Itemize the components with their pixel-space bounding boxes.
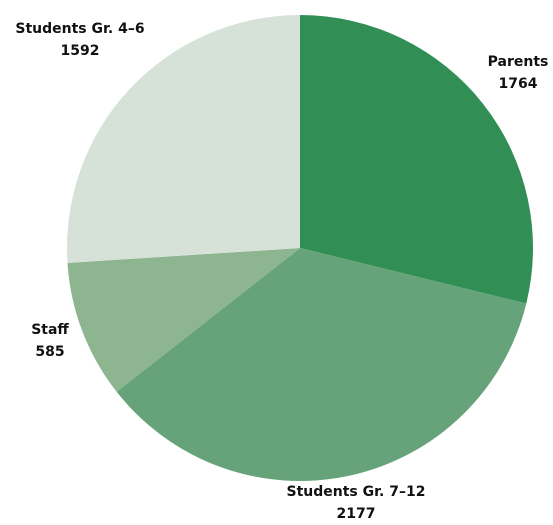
pie-slice: [67, 248, 300, 392]
slice-value: 2177: [337, 506, 376, 522]
pie-slice: [67, 15, 300, 263]
slice-label: Parents: [488, 54, 549, 70]
slice-label: Students Gr. 7–12: [287, 484, 426, 500]
slice-value: 1592: [61, 43, 100, 59]
pie-slice: [300, 15, 533, 304]
pie-slice: [116, 248, 527, 481]
slice-value: 1764: [499, 76, 538, 92]
slice-label: Students Gr. 4–6: [15, 21, 144, 37]
slice-value: 585: [35, 344, 64, 360]
slice-label: Staff: [31, 322, 69, 338]
